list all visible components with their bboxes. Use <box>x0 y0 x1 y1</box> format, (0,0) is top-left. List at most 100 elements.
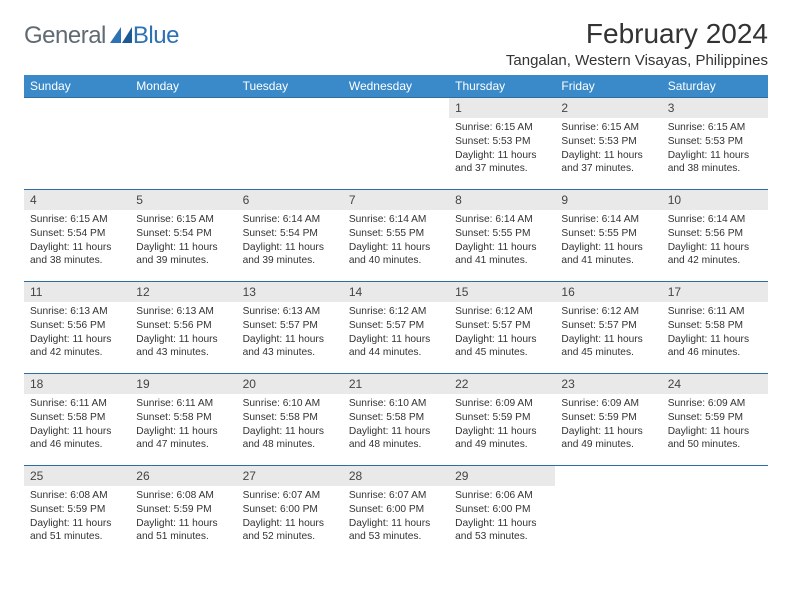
sunset-text: Sunset: 5:57 PM <box>349 319 443 333</box>
daylight-text: and 48 minutes. <box>243 438 337 452</box>
calendar-day-cell: 8Sunrise: 6:14 AMSunset: 5:55 PMDaylight… <box>449 190 555 282</box>
sunset-text: Sunset: 5:58 PM <box>136 411 230 425</box>
day-number: 7 <box>343 190 449 210</box>
sunrise-text: Sunrise: 6:13 AM <box>30 305 124 319</box>
sunrise-text: Sunrise: 6:15 AM <box>668 121 762 135</box>
daylight-text: Daylight: 11 hours <box>455 517 549 531</box>
sunset-text: Sunset: 5:54 PM <box>243 227 337 241</box>
daylight-text: and 41 minutes. <box>455 254 549 268</box>
day-number: 9 <box>555 190 661 210</box>
daylight-text: and 42 minutes. <box>668 254 762 268</box>
day-detail: Sunrise: 6:12 AMSunset: 5:57 PMDaylight:… <box>343 302 449 365</box>
day-detail: Sunrise: 6:09 AMSunset: 5:59 PMDaylight:… <box>449 394 555 457</box>
calendar-day-cell: 1Sunrise: 6:15 AMSunset: 5:53 PMDaylight… <box>449 98 555 190</box>
daylight-text: Daylight: 11 hours <box>561 241 655 255</box>
day-detail: Sunrise: 6:10 AMSunset: 5:58 PMDaylight:… <box>343 394 449 457</box>
daylight-text: and 42 minutes. <box>30 346 124 360</box>
location-subtitle: Tangalan, Western Visayas, Philippines <box>506 52 768 69</box>
weekday-header: Saturday <box>662 75 768 98</box>
daylight-text: and 45 minutes. <box>455 346 549 360</box>
sunrise-text: Sunrise: 6:07 AM <box>243 489 337 503</box>
brand-logo: General Blue <box>24 18 179 50</box>
day-number: 21 <box>343 374 449 394</box>
sunrise-text: Sunrise: 6:15 AM <box>136 213 230 227</box>
sunset-text: Sunset: 5:53 PM <box>455 135 549 149</box>
sunrise-text: Sunrise: 6:12 AM <box>349 305 443 319</box>
day-number <box>130 98 236 118</box>
daylight-text: Daylight: 11 hours <box>243 517 337 531</box>
daylight-text: and 47 minutes. <box>136 438 230 452</box>
calendar-day-cell: 13Sunrise: 6:13 AMSunset: 5:57 PMDayligh… <box>237 282 343 374</box>
sunrise-text: Sunrise: 6:12 AM <box>455 305 549 319</box>
daylight-text: Daylight: 11 hours <box>136 517 230 531</box>
sunset-text: Sunset: 5:59 PM <box>668 411 762 425</box>
daylight-text: and 40 minutes. <box>349 254 443 268</box>
sunrise-text: Sunrise: 6:15 AM <box>30 213 124 227</box>
daylight-text: and 43 minutes. <box>243 346 337 360</box>
calendar-day-cell <box>237 98 343 190</box>
sunrise-text: Sunrise: 6:08 AM <box>136 489 230 503</box>
calendar-day-cell: 20Sunrise: 6:10 AMSunset: 5:58 PMDayligh… <box>237 374 343 466</box>
day-detail: Sunrise: 6:12 AMSunset: 5:57 PMDaylight:… <box>449 302 555 365</box>
calendar-day-cell: 27Sunrise: 6:07 AMSunset: 6:00 PMDayligh… <box>237 466 343 558</box>
day-number: 12 <box>130 282 236 302</box>
day-number: 27 <box>237 466 343 486</box>
day-detail: Sunrise: 6:13 AMSunset: 5:56 PMDaylight:… <box>130 302 236 365</box>
daylight-text: Daylight: 11 hours <box>668 333 762 347</box>
day-number: 25 <box>24 466 130 486</box>
sunset-text: Sunset: 5:55 PM <box>349 227 443 241</box>
day-number <box>237 98 343 118</box>
daylight-text: and 39 minutes. <box>136 254 230 268</box>
day-detail: Sunrise: 6:07 AMSunset: 6:00 PMDaylight:… <box>237 486 343 549</box>
daylight-text: and 49 minutes. <box>455 438 549 452</box>
calendar-body: 1 Sunrise: 6:15 AM Sunset: 5:53 PM Daylight… <box>24 98 768 558</box>
day-number: 1 <box>449 98 555 118</box>
weekday-header: Wednesday <box>343 75 449 98</box>
calendar-week-row: 11Sunrise: 6:13 AMSunset: 5:56 PMDayligh… <box>24 282 768 374</box>
sunrise-text: Sunrise: 6:15 AM <box>561 121 655 135</box>
day-number: 16 <box>555 282 661 302</box>
calendar-week-row: 4Sunrise: 6:15 AMSunset: 5:54 PMDaylight… <box>24 190 768 282</box>
daylight-text: and 46 minutes. <box>668 346 762 360</box>
sunset-text: Sunset: 5:56 PM <box>136 319 230 333</box>
sunset-text: Sunset: 5:57 PM <box>561 319 655 333</box>
calendar-day-cell: 24Sunrise: 6:09 AMSunset: 5:59 PMDayligh… <box>662 374 768 466</box>
day-number: 20 <box>237 374 343 394</box>
daylight-text: Daylight: 11 hours <box>349 517 443 531</box>
sunset-text: Sunset: 5:55 PM <box>455 227 549 241</box>
day-detail: Sunrise: 6:10 AMSunset: 5:58 PMDaylight:… <box>237 394 343 457</box>
day-detail: Sunrise: 6:08 AMSunset: 5:59 PMDaylight:… <box>130 486 236 549</box>
calendar-day-cell: 11Sunrise: 6:13 AMSunset: 5:56 PMDayligh… <box>24 282 130 374</box>
calendar-day-cell: 6Sunrise: 6:14 AMSunset: 5:54 PMDaylight… <box>237 190 343 282</box>
calendar-day-cell: 25Sunrise: 6:08 AMSunset: 5:59 PMDayligh… <box>24 466 130 558</box>
sunrise-text: Sunrise: 6:09 AM <box>455 397 549 411</box>
day-detail: Sunrise: 6:09 AMSunset: 5:59 PMDaylight:… <box>662 394 768 457</box>
sunset-text: Sunset: 5:57 PM <box>243 319 337 333</box>
sunrise-text: Sunrise: 6:06 AM <box>455 489 549 503</box>
daylight-text: and 44 minutes. <box>349 346 443 360</box>
daylight-text: and 45 minutes. <box>561 346 655 360</box>
day-number: 29 <box>449 466 555 486</box>
sunrise-text: Sunrise: 6:10 AM <box>349 397 443 411</box>
daylight-text: Daylight: 11 hours <box>668 149 762 163</box>
brand-word-2: Blue <box>133 22 179 50</box>
sunrise-text: Sunrise: 6:12 AM <box>561 305 655 319</box>
day-number: 2 <box>555 98 661 118</box>
calendar-page: General Blue February 2024 Tangalan, Wes… <box>0 0 792 570</box>
daylight-text: and 51 minutes. <box>136 530 230 544</box>
day-number: 23 <box>555 374 661 394</box>
calendar-day-cell: 26Sunrise: 6:08 AMSunset: 5:59 PMDayligh… <box>130 466 236 558</box>
day-number: 18 <box>24 374 130 394</box>
daylight-text: Daylight: 11 hours <box>30 425 124 439</box>
sunset-text: Sunset: 5:54 PM <box>136 227 230 241</box>
calendar-day-cell: 7Sunrise: 6:14 AMSunset: 5:55 PMDaylight… <box>343 190 449 282</box>
sunset-text: Sunset: 5:54 PM <box>30 227 124 241</box>
daylight-text: Daylight: 11 hours <box>455 333 549 347</box>
day-number: 11 <box>24 282 130 302</box>
calendar-day-cell: 29Sunrise: 6:06 AMSunset: 6:00 PMDayligh… <box>449 466 555 558</box>
sunrise-text: Sunrise: 6:11 AM <box>136 397 230 411</box>
day-number: 14 <box>343 282 449 302</box>
sunrise-text: Sunrise: 6:14 AM <box>561 213 655 227</box>
daylight-text: and 53 minutes. <box>349 530 443 544</box>
daylight-text: Daylight: 11 hours <box>349 425 443 439</box>
